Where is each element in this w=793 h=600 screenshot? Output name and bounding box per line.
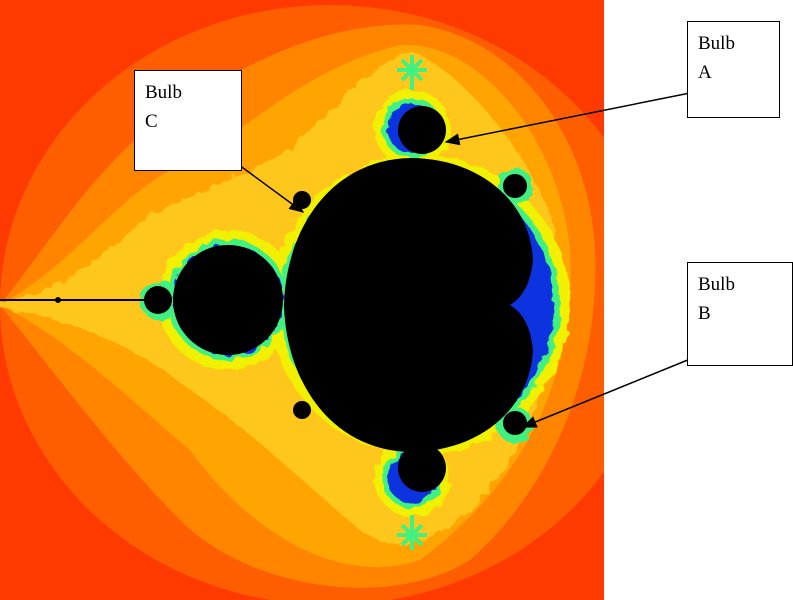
callout-bulb-c: Bulb C (134, 70, 242, 171)
callout-b-line2: B (698, 302, 711, 324)
main-cardioid (284, 158, 533, 452)
callout-a-line1: Bulb (698, 33, 735, 54)
callout-a-line2: A (698, 61, 712, 83)
antenna-top (397, 55, 427, 90)
bulb-left-small (144, 286, 172, 314)
callout-bulb-a: Bulb A (687, 21, 780, 118)
callout-c-line2: C (145, 110, 158, 132)
callout-bulb-b: Bulb B (687, 262, 793, 366)
callout-c-line1: Bulb (145, 82, 182, 103)
bulb-b (503, 411, 527, 435)
arrow-a (444, 92, 691, 146)
arrow-b (521, 354, 701, 428)
antenna-bottom (397, 515, 427, 550)
period-2-bulb (173, 245, 283, 355)
mandelbrot-set (0, 106, 533, 492)
bulb-bottom (398, 444, 446, 492)
callout-b-line1: Bulb (698, 274, 735, 295)
real-axis-filament (0, 299, 150, 301)
fractal-image (0, 0, 604, 600)
bulb-a (398, 106, 446, 154)
